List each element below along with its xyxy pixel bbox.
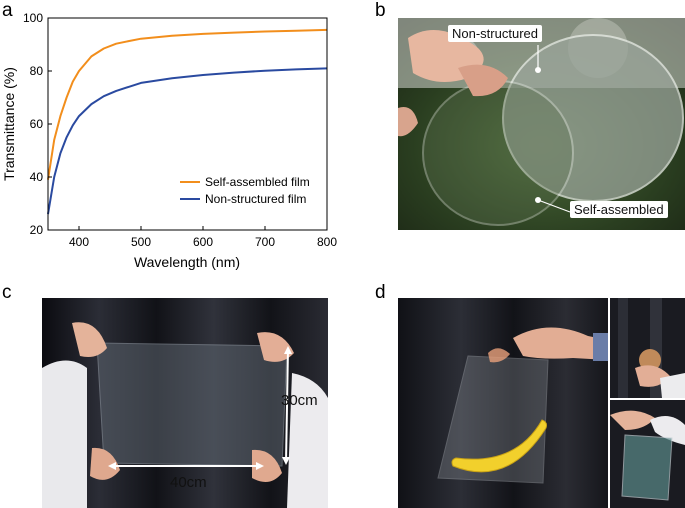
y-tick-label: 80 — [30, 64, 44, 78]
x-axis-label: Wavelength (nm) — [134, 254, 240, 270]
x-tick-label: 500 — [131, 235, 151, 249]
y-tick-label: 40 — [30, 170, 44, 184]
transmittance-chart: 400 500 600 700 800 20 40 60 80 100 Wavelength (n… — [1, 11, 337, 270]
callout-lines — [535, 45, 571, 213]
panel-letter-b: b — [375, 0, 386, 21]
y-axis-label: Transmittance (%) — [1, 67, 17, 181]
photo-film-bag-banana — [398, 298, 608, 508]
x-tick-label: 400 — [69, 235, 89, 249]
y-tick-label: 100 — [23, 11, 43, 25]
panel-letter-c: c — [2, 282, 12, 303]
legend-label: Non-structured film — [205, 192, 306, 206]
panel-letter-a: a — [2, 0, 13, 21]
label-self-assembled: Self-assembled — [570, 201, 668, 218]
series-line-non-structured — [47, 67, 328, 215]
height-label-30cm: 30cm — [281, 392, 318, 409]
label-non-structured: Non-structured — [448, 25, 542, 42]
x-tick-label: 800 — [317, 235, 337, 249]
y-tick-label: 60 — [30, 117, 44, 131]
width-label-40cm: 40cm — [170, 474, 207, 491]
y-tick-label: 20 — [30, 223, 44, 237]
panel-letter-d: d — [375, 282, 386, 303]
x-tick-label: 700 — [255, 235, 275, 249]
series-line-self-assembled — [47, 28, 328, 180]
legend-label: Self-assembled film — [205, 175, 310, 189]
photo-folded-film-in-hand — [610, 298, 685, 398]
photo-large-film — [42, 298, 328, 508]
photo-film-unfolded — [610, 400, 685, 508]
photo-films-comparison — [398, 18, 685, 230]
x-tick-label: 600 — [193, 235, 213, 249]
